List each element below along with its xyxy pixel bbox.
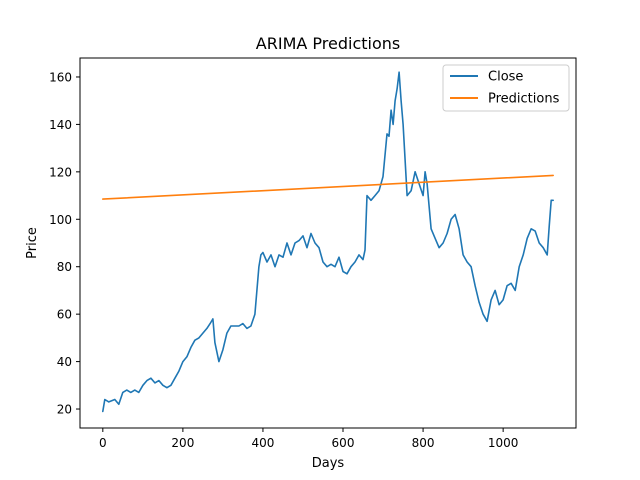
chart-title: ARIMA Predictions: [256, 34, 400, 53]
legend-label-close: Close: [488, 70, 523, 85]
y-tick-label: 60: [57, 308, 72, 322]
x-tick-label: 600: [332, 436, 355, 450]
x-tick-label: 400: [251, 436, 274, 450]
axes-frame: [79, 57, 577, 429]
y-tick-label: 160: [49, 70, 72, 84]
x-tick-label: 800: [412, 436, 435, 450]
x-tick-label: 1000: [488, 436, 519, 450]
series-line-predictions: [102, 174, 555, 200]
x-tick-label: 200: [171, 436, 194, 450]
y-tick-label: 140: [49, 118, 72, 132]
y-tick-label: 40: [57, 355, 72, 369]
y-axis-label: Price: [25, 227, 40, 259]
x-tick-label: 0: [99, 436, 107, 450]
legend-label-predictions: Predictions: [488, 92, 560, 107]
y-axis: 20 40 60 80 100 120 140 160: [49, 70, 80, 417]
y-tick-label: 120: [49, 165, 72, 179]
y-tick-label: 20: [57, 403, 72, 417]
x-axis: 0 200 400 600 800 1000: [99, 428, 518, 450]
legend: Close Predictions: [442, 64, 570, 112]
series-line-close: [102, 71, 555, 413]
x-axis-label: Days: [312, 456, 345, 471]
series-layer: [102, 71, 555, 413]
y-tick-label: 80: [57, 260, 72, 274]
y-tick-label: 100: [49, 213, 72, 227]
